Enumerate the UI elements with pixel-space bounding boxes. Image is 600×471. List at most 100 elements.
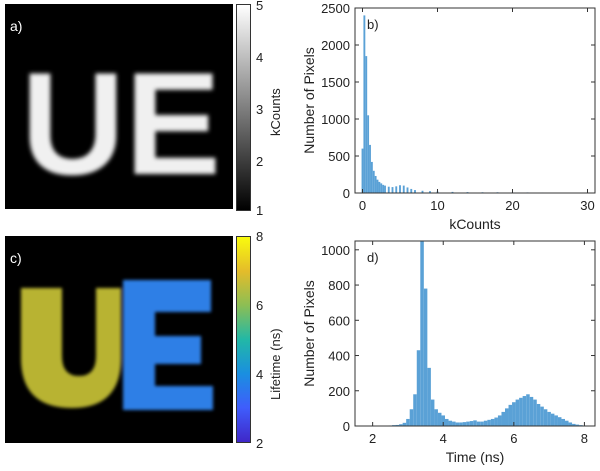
histogram-bar [505, 408, 509, 426]
histogram-bar [533, 399, 537, 426]
histogram-bar [387, 186, 390, 193]
colorbar-a-tick: 2 [256, 154, 264, 169]
y-axis-label: Number of Pixels [301, 280, 317, 387]
histogram-bar [378, 181, 381, 193]
histogram-bar [382, 184, 385, 193]
y-tick-label: 1000 [321, 243, 350, 258]
histogram-bar [522, 396, 527, 426]
colorbar-c-tick: 8 [256, 229, 264, 244]
x-tick-label: 2 [369, 431, 376, 446]
histogram-bar [384, 185, 386, 193]
histogram-bar [462, 422, 467, 426]
y-tick-label: 500 [328, 149, 350, 164]
histogram-bar [501, 411, 505, 426]
histogram-bar [476, 421, 481, 426]
x-tick-label: 6 [510, 431, 517, 446]
histogram-bar [427, 367, 431, 426]
x-tick-label: 20 [505, 198, 519, 213]
histogram-bar [519, 397, 523, 426]
y-tick-label: 1500 [321, 75, 350, 90]
histogram-bar [448, 420, 453, 426]
y-tick-label: 2000 [321, 38, 350, 53]
y-tick-label: 200 [328, 384, 350, 399]
x-tick-label: 8 [581, 431, 588, 446]
histogram-bar [367, 115, 370, 193]
histogram-bar [515, 399, 520, 426]
histogram-bar [473, 420, 477, 426]
histogram-bar [445, 418, 449, 426]
histogram-bar [395, 186, 398, 193]
histogram-bar [561, 418, 565, 426]
histogram-bar [399, 185, 401, 193]
histogram-bar [406, 187, 409, 193]
histogram-bar [554, 415, 558, 426]
histogram-bar [490, 418, 495, 426]
y-tick-label: 600 [328, 313, 350, 328]
histogram-bar [483, 420, 488, 426]
colorbar-kcounts [236, 4, 251, 211]
colorbar-a-tick: 5 [256, 0, 264, 13]
letter-u-lifetime [21, 288, 121, 408]
panel-label: b) [367, 17, 379, 32]
histogram-bar [406, 418, 410, 426]
histogram-bar [529, 396, 534, 426]
y-tick-label: 400 [328, 349, 350, 364]
panel-label-c: c) [10, 250, 22, 266]
histogram-bar [414, 190, 416, 193]
histogram-kcounts: 0 10 20 30 0 500 1000 1500 2000 2500 kCounts Number… [301, 1, 596, 232]
lifetime-image: c) [5, 236, 233, 443]
colorbar-a-tick: 1 [256, 203, 264, 218]
intensity-image-canvas: UE [21, 42, 221, 205]
x-tick-label: 4 [440, 431, 447, 446]
histogram-bar [369, 144, 371, 193]
y-tick-label: 1000 [321, 112, 350, 127]
histogram-bar [466, 421, 470, 426]
histogram-bar [469, 421, 474, 426]
colorbar-a-tick: 4 [256, 50, 264, 65]
histogram-bar [434, 409, 438, 426]
histogram-bar [361, 148, 364, 193]
histogram-bar [480, 421, 484, 426]
histogram-bar [487, 419, 491, 426]
histogram-bar [402, 422, 407, 426]
y-axis-label: Number of Pixels [301, 47, 317, 154]
histogram-bar [547, 411, 551, 426]
histogram-bar [565, 420, 569, 426]
histogram-bar [413, 394, 417, 426]
histogram-bar [550, 413, 555, 426]
histogram-bar [557, 417, 562, 426]
colorbar-c-tick: 2 [256, 436, 264, 451]
plot-frame [354, 240, 596, 427]
histogram-bar [540, 406, 544, 426]
lifetime-image-canvas [21, 280, 213, 410]
x-tick-label: 0 [359, 198, 366, 213]
colorbar-lifetime [236, 236, 251, 443]
histogram-bar [455, 422, 460, 426]
histogram-bar [536, 403, 541, 426]
histogram-bar [409, 409, 414, 426]
histogram-bar [421, 190, 424, 193]
x-tick-label: 30 [580, 198, 594, 213]
histogram-bar [410, 188, 413, 193]
histogram-bar [380, 183, 383, 193]
x-tick-label: 10 [430, 198, 444, 213]
histogram-bar [416, 350, 421, 426]
histogram-bar [512, 402, 516, 426]
histogram-bar [575, 424, 580, 426]
histogram-bar [437, 412, 442, 426]
x-axis-label: Time (ns) [446, 449, 505, 465]
colorbar-c-tick: 6 [256, 298, 264, 313]
y-tick-label: 0 [343, 186, 350, 201]
histogram-bar [391, 187, 394, 193]
colorbar-a-tick: 3 [256, 102, 264, 117]
colorbar-c-tick: 4 [256, 367, 264, 382]
histogram-bar [508, 404, 513, 426]
histogram-bar [494, 417, 498, 426]
histogram-bar [423, 288, 428, 426]
histogram-bar [376, 179, 379, 193]
colorbar-a-label: kCounts [268, 88, 283, 136]
intensity-image: UE a) [5, 4, 233, 209]
histogram-bar [543, 409, 548, 426]
histogram-bar [452, 421, 456, 426]
histogram-bar [395, 424, 400, 426]
